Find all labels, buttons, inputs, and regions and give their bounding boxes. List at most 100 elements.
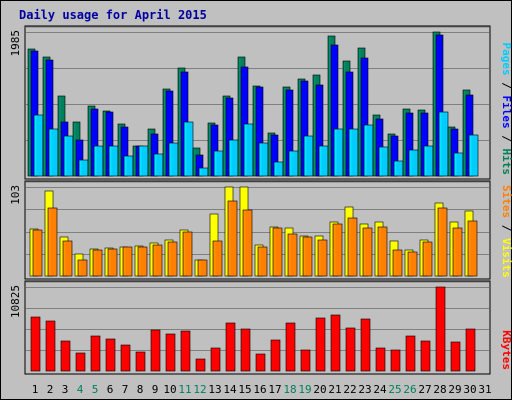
bar-sites-day-15 [242, 209, 253, 277]
day-label-31: 31 [478, 383, 491, 396]
panel-kbytes: 10825 KBytes [9, 280, 512, 375]
bar-sites-day-10 [167, 241, 178, 277]
bar-kbytes-day-11 [180, 330, 191, 372]
bar-kbytes-day-19 [300, 349, 311, 372]
bar-sites-day-5 [92, 249, 103, 277]
bar-sites-day-19 [302, 236, 313, 277]
bar-pages-day-17 [273, 161, 284, 177]
bar-pages-day-14 [228, 139, 239, 177]
day-axis-labels: 1 2 3 4 5 6 7 8 9 10 11 12 13 14 15 16 17 18 19 20 21 22 23 24 2… [32, 383, 492, 396]
bar-pages-day-30 [468, 134, 479, 177]
ymax-label: 1985 [9, 30, 22, 57]
day-label-17: 17 [268, 383, 281, 396]
bar-kbytes-day-26 [405, 335, 416, 372]
bar-sites-day-23 [362, 227, 373, 277]
bar-pages-day-21 [333, 128, 344, 177]
bar-pages-day-6 [108, 145, 119, 177]
legend-kbytes: KBytes [500, 330, 512, 370]
bar-kbytes-day-16 [255, 353, 266, 372]
bar-sites-day-26 [407, 251, 418, 277]
bar-pages-day-18 [288, 150, 299, 177]
day-label-14: 14 [223, 383, 237, 396]
bar-kbytes-day-24 [375, 347, 386, 372]
legend-pages: Pages [500, 43, 512, 76]
bar-sites-day-12 [197, 259, 208, 277]
bar-sites-day-7 [122, 246, 133, 277]
day-label-7: 7 [122, 383, 129, 396]
bar-kbytes-day-28 [435, 286, 446, 372]
day-label-1: 1 [32, 383, 39, 396]
svg-text:Pages / Files / Hits: Pages / Files / Hits [500, 43, 512, 176]
bar-sites-day-24 [377, 226, 388, 277]
legend-visits: Visits [500, 238, 512, 278]
svg-text:Sites / Visits: Sites / Visits [500, 185, 512, 278]
bar-pages-day-25 [393, 160, 404, 177]
bar-sites-day-3 [62, 240, 73, 277]
bar-kbytes-day-14 [225, 322, 236, 372]
panel-hits-files-pages: 1985 Pages / Files / Hits [9, 25, 512, 180]
bar-pages-day-16 [258, 142, 269, 177]
bar-pages-day-1 [33, 114, 44, 177]
bar-kbytes-day-22 [345, 327, 356, 372]
bar-sites-day-2 [47, 207, 58, 277]
bar-sites-day-16 [257, 246, 268, 277]
bar-kbytes-day-7 [120, 344, 131, 372]
bar-sites-day-22 [347, 217, 358, 277]
bar-sites-day-1 [32, 229, 43, 277]
legend-sites: Sites [500, 185, 512, 218]
legend-files: Files [500, 96, 512, 129]
bar-sites-day-28 [437, 207, 448, 277]
panel-visits-sites: 103 Sites / Visits [9, 180, 512, 280]
bar-pages-day-23 [363, 124, 374, 177]
bar-kbytes-day-23 [360, 318, 371, 372]
day-label-3: 3 [62, 383, 69, 396]
bar-pages-day-15 [243, 123, 254, 177]
bar-kbytes-day-17 [270, 339, 281, 372]
bar-pages-day-3 [63, 135, 74, 177]
day-label-13: 13 [208, 383, 221, 396]
bar-kbytes-day-5 [90, 335, 101, 372]
bar-kbytes-day-27 [420, 340, 431, 372]
bar-kbytes-day-12 [195, 358, 206, 372]
day-label-26: 26 [403, 383, 416, 396]
bar-kbytes-day-30 [465, 328, 476, 372]
bar-kbytes-day-20 [315, 317, 326, 372]
bar-sites-day-18 [287, 233, 298, 277]
bar-kbytes-day-8 [135, 351, 146, 372]
bar-sites-day-21 [332, 223, 343, 277]
bar-pages-day-24 [378, 146, 389, 177]
day-label-8: 8 [137, 383, 144, 396]
legend-hits-files-pages: Pages / Files / Hits [500, 43, 512, 176]
day-label-19: 19 [298, 383, 311, 396]
bar-pages-day-26 [408, 149, 419, 177]
day-label-10: 10 [163, 383, 176, 396]
bar-sites-day-9 [152, 244, 163, 277]
ymax-label: 103 [9, 185, 22, 205]
ymax-label: 10825 [9, 285, 22, 318]
bar-pages-day-4 [78, 159, 89, 177]
day-label-11: 11 [178, 383, 191, 396]
bar-kbytes-day-1 [30, 316, 41, 372]
day-label-23: 23 [358, 383, 371, 396]
bar-pages-day-12 [198, 167, 209, 177]
day-label-2: 2 [47, 383, 54, 396]
bar-pages-day-10 [168, 142, 179, 177]
day-label-28: 28 [433, 383, 446, 396]
bar-pages-day-27 [423, 145, 434, 177]
bar-kbytes-day-10 [165, 333, 176, 372]
bar-sites-day-27 [422, 241, 433, 277]
bar-sites-day-20 [317, 239, 328, 277]
bar-pages-day-19 [303, 135, 314, 177]
chart-panels: 1985 Pages / Files / Hits 103 Sites / Visit… [9, 25, 512, 375]
bar-sites-day-29 [452, 227, 463, 277]
bar-pages-day-2 [48, 128, 59, 177]
bar-pages-day-29 [453, 152, 464, 177]
bar-kbytes-day-4 [75, 352, 86, 372]
svg-text:KBytes: KBytes [500, 330, 512, 370]
day-label-24: 24 [373, 383, 387, 396]
day-label-5: 5 [92, 383, 99, 396]
day-label-29: 29 [448, 383, 461, 396]
bar-pages-day-9 [153, 153, 164, 177]
bar-pages-day-20 [318, 145, 329, 177]
